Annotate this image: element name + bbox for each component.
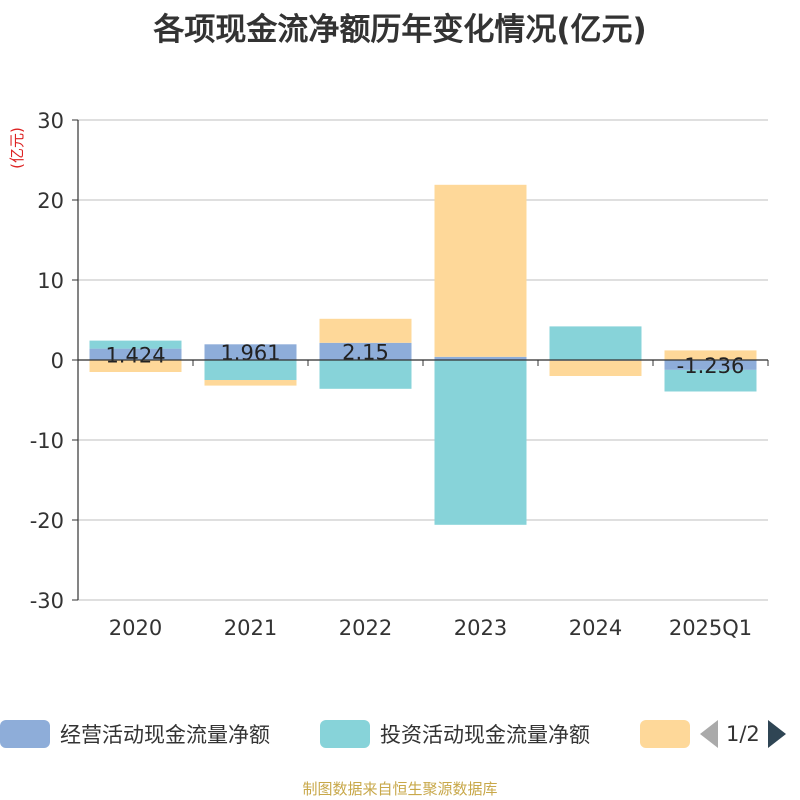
bar-series1-2022[interactable] <box>319 342 412 360</box>
bar-series2-2025Q1[interactable] <box>664 369 757 392</box>
legend-swatch-operating <box>0 720 50 748</box>
x-tick-label: 2021 <box>224 616 277 640</box>
y-tick-label: 20 <box>37 189 64 213</box>
source-note: 制图数据来自恒生聚源数据库 <box>302 780 498 798</box>
x-tick-label: 2020 <box>109 616 162 640</box>
data-label: -1.236 <box>677 354 745 378</box>
bar-series3-2022[interactable] <box>319 318 412 343</box>
pager-prev-icon[interactable] <box>700 720 718 748</box>
bar-series2-2022[interactable] <box>319 360 412 389</box>
bar-series3-2024[interactable] <box>549 360 642 376</box>
legend-label-operating: 经营活动现金流量净额 <box>60 723 270 747</box>
x-tick-label: 2023 <box>454 616 507 640</box>
y-tick-label: 30 <box>37 109 64 133</box>
data-label: 1.424 <box>105 343 165 367</box>
bar-series3-2021[interactable] <box>204 380 297 386</box>
bar-series1-2020[interactable] <box>89 348 182 360</box>
bar-series2-2020[interactable] <box>89 340 182 349</box>
y-tick-label: 0 <box>51 349 64 373</box>
bar-series2-2023[interactable] <box>434 360 527 525</box>
y-tick-label: -10 <box>30 429 64 453</box>
bar-series3-2025Q1[interactable] <box>664 350 757 360</box>
legend-item-investing[interactable]: 投资活动现金流量净额 <box>320 714 590 754</box>
data-labels: 1.424 1.961 2.15 -1.236 <box>77 340 769 378</box>
y-axis-title: (亿元) <box>8 127 26 169</box>
legend-pager: 1/2 <box>700 714 786 754</box>
data-label: 1.961 <box>220 341 280 365</box>
legend-swatch-investing <box>320 720 370 748</box>
bar-series2-2024[interactable] <box>549 326 642 360</box>
legend-swatch-financing <box>640 720 690 748</box>
x-tick-label: 2025Q1 <box>669 616 752 640</box>
data-label: 2.15 <box>342 340 389 364</box>
bar-series1-2021[interactable] <box>204 344 297 360</box>
bars <box>89 184 757 525</box>
legend: 经营活动现金流量净额 投资活动现金流量净额 1/2 <box>0 714 800 754</box>
pager-text: 1/2 <box>726 722 760 746</box>
legend-item-financing[interactable] <box>640 714 690 754</box>
y-tick-label: -20 <box>30 509 64 533</box>
chart-title: 各项现金流净额历年变化情况(亿元) <box>153 12 647 48</box>
bar-series2-2021[interactable] <box>204 360 297 380</box>
bar-series3-2020[interactable] <box>89 360 182 372</box>
bar-series3-2023[interactable] <box>434 184 527 357</box>
legend-label-investing: 投资活动现金流量净额 <box>380 723 590 747</box>
x-tick-label: 2024 <box>569 616 622 640</box>
y-tick-label: 10 <box>37 269 64 293</box>
bar-series1-2023[interactable] <box>434 356 527 360</box>
bar-series1-2025Q1[interactable] <box>664 360 757 370</box>
legend-item-operating[interactable]: 经营活动现金流量净额 <box>0 714 270 754</box>
x-tick-label: 2022 <box>339 616 392 640</box>
pager-next-icon[interactable] <box>767 720 786 748</box>
y-tick-label: -30 <box>30 589 64 613</box>
